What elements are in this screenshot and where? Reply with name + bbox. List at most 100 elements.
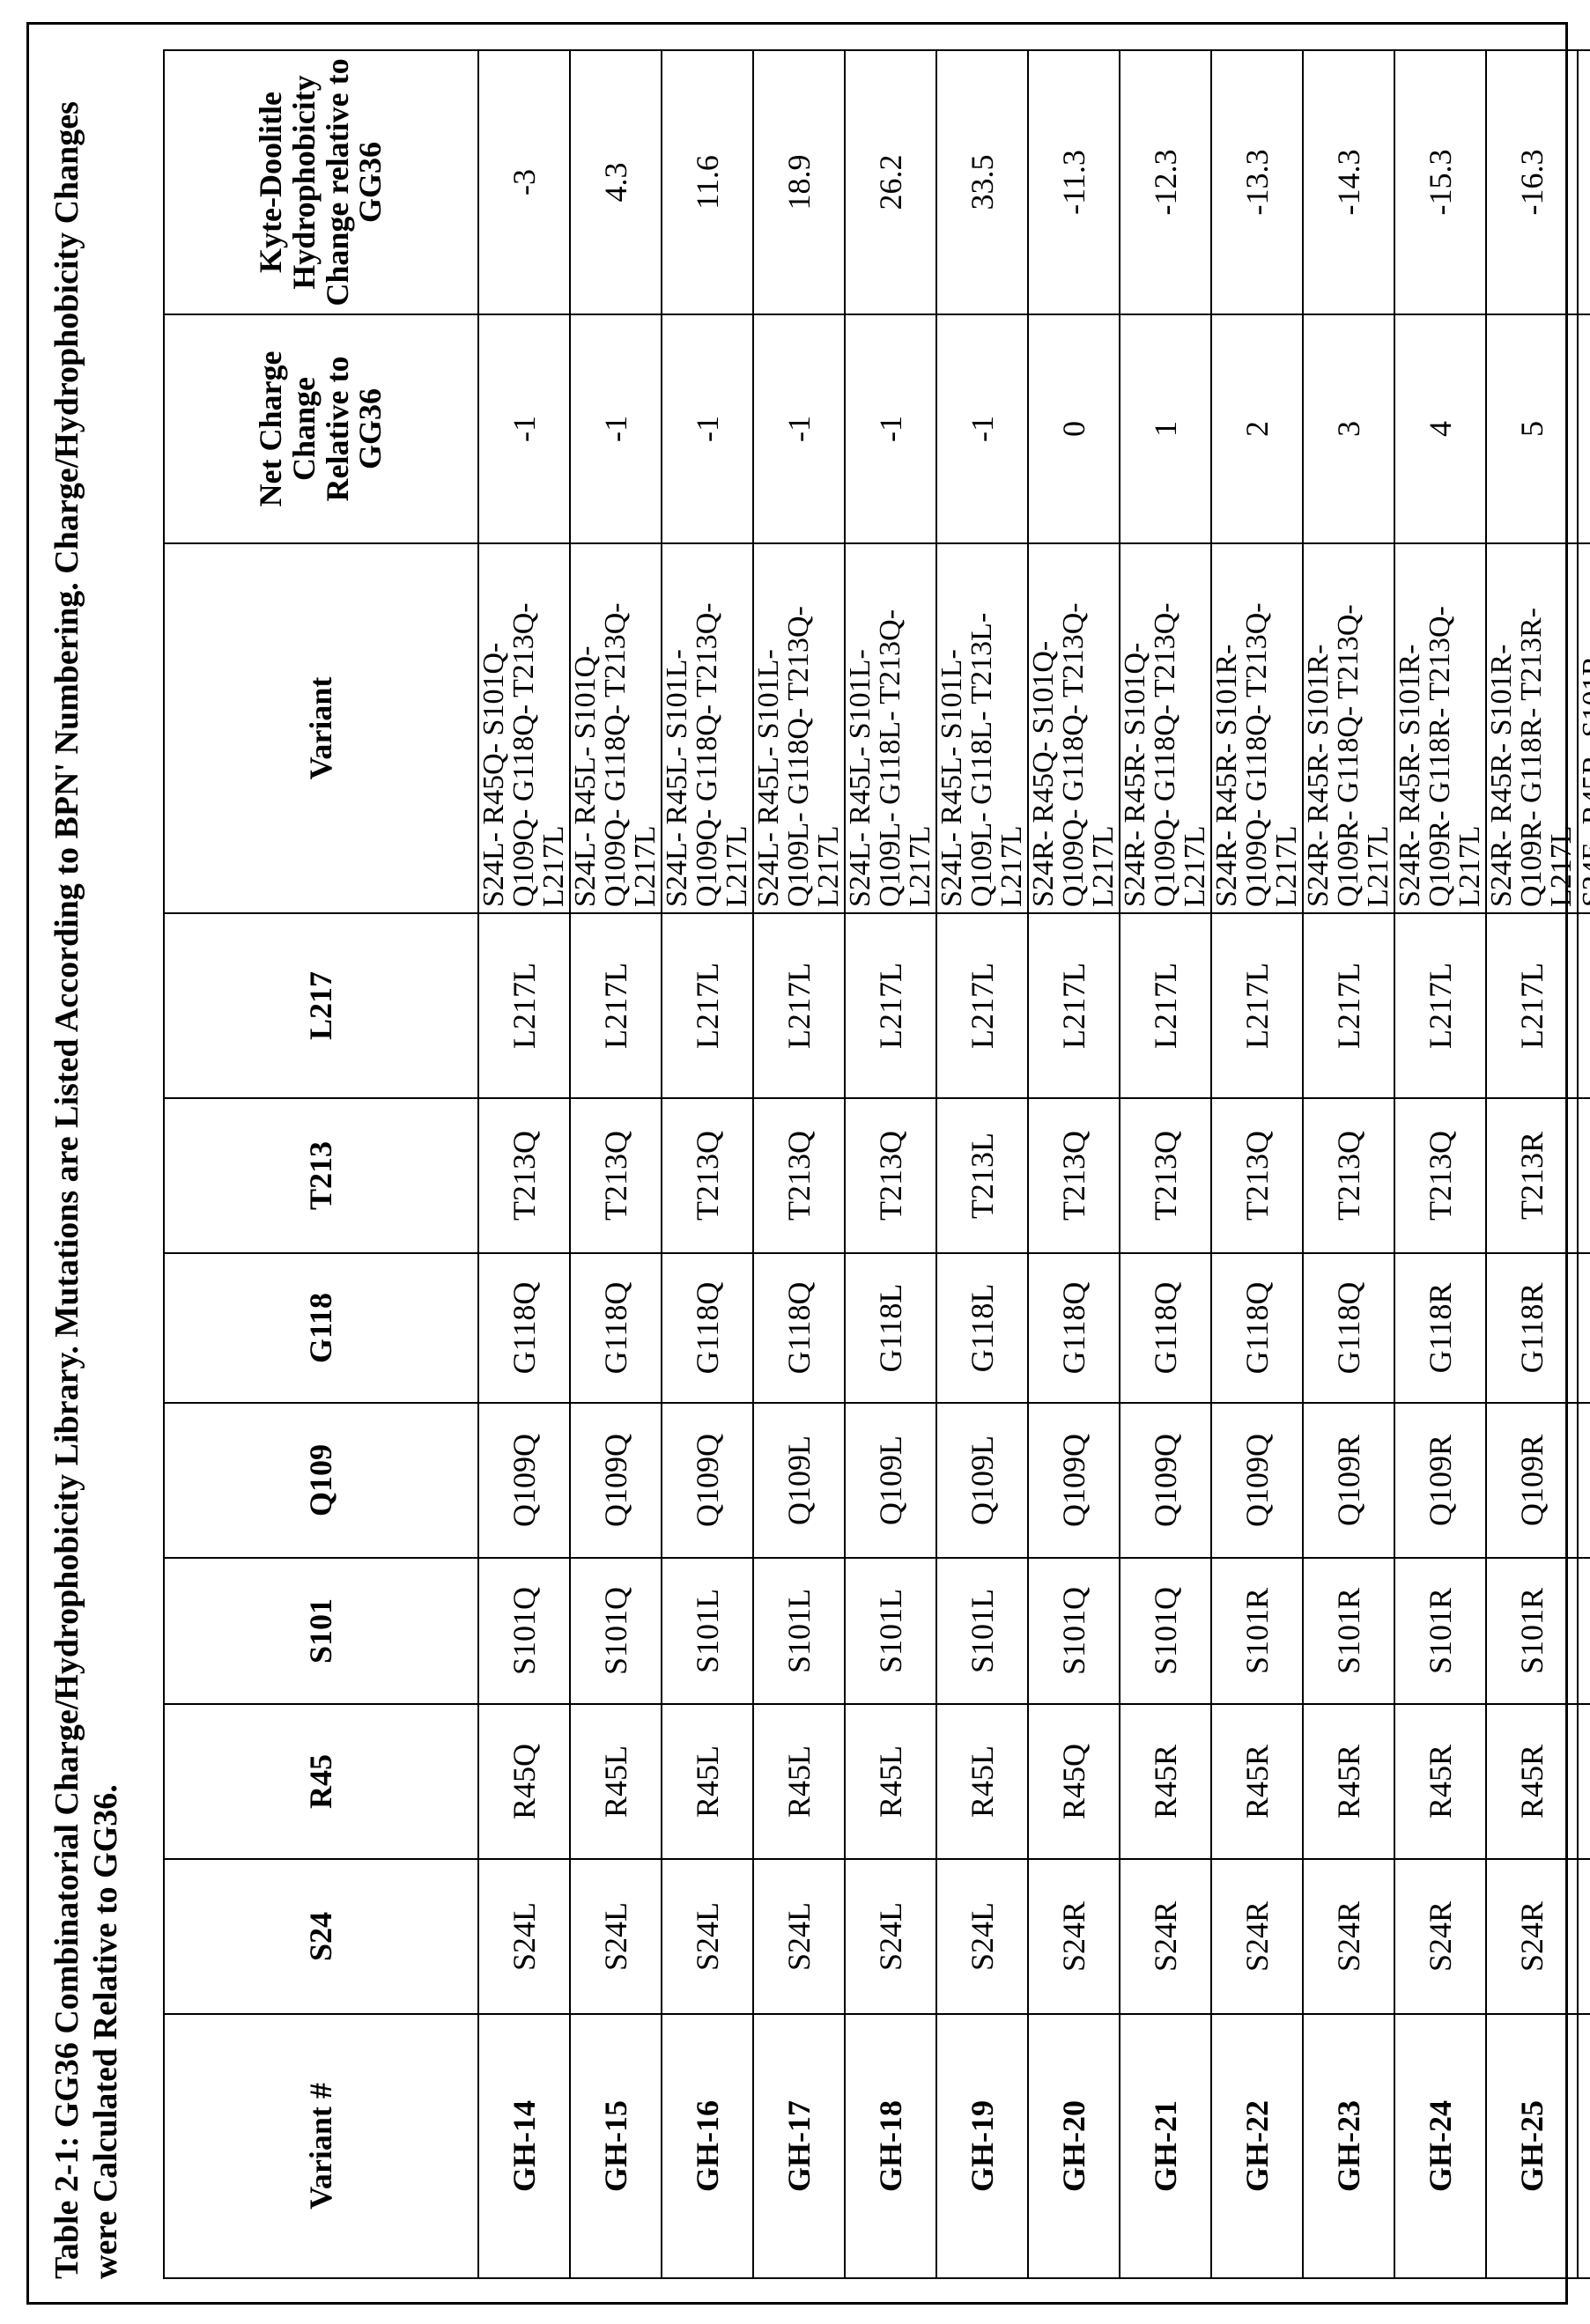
table-cell: L217L — [753, 913, 845, 1098]
table-cell: S24R — [1028, 1859, 1120, 2014]
row-header: GH-20 — [1028, 2014, 1120, 2278]
table-cell: S101R — [1394, 1558, 1486, 1704]
table-cell: L217L — [845, 913, 936, 1098]
column-header: S24 — [164, 1859, 478, 2014]
table-cell: S101L — [845, 1558, 936, 1704]
column-header: Variant — [164, 543, 478, 913]
data-table: Variant #S24R45S101Q109G118T213L217Varia… — [163, 49, 1590, 2279]
column-header: G118 — [164, 1253, 478, 1403]
row-header: GH-23 — [1303, 2014, 1394, 2278]
table-cell: 33.5 — [936, 50, 1028, 314]
table-cell: T213Q — [1303, 1098, 1394, 1253]
table-cell: -1 — [753, 314, 845, 543]
table-cell: L217L — [570, 913, 662, 1098]
table-cell: T213Q — [1394, 1098, 1486, 1253]
table-cell: -14.3 — [1303, 50, 1394, 314]
table-cell: T213Q — [1028, 1098, 1120, 1253]
table-cell: R45L — [662, 1704, 753, 1859]
table-frame: Table 2-1: GG36 Combinatorial Charge/Hyd… — [26, 22, 1568, 2305]
table-cell: S24R- R45Q- S101Q- Q109Q- G118Q- T213Q- … — [1028, 543, 1120, 913]
table-row: GH-14S24LR45QS101QQ109QG118QT213QL217LS2… — [478, 50, 570, 2278]
table-cell: S24L- R45L- S101L- Q109Q- G118Q- T213Q- … — [662, 543, 753, 913]
table-cell: -1 — [936, 314, 1028, 543]
table-cell: 4.3 — [570, 50, 662, 314]
column-header: R45 — [164, 1704, 478, 1859]
table-cell: Q109Q — [1028, 1403, 1120, 1558]
table-body: GH-14S24LR45QS101QQ109QG118QT213QL217LS2… — [478, 50, 1590, 2278]
table-cell: S24L — [936, 1859, 1028, 2014]
table-cell: Q109Q — [1120, 1403, 1211, 1558]
table-row: GH-23S24RR45RS101RQ109RG118QT213QL217LS2… — [1303, 50, 1394, 2278]
table-cell: 1 — [1120, 314, 1211, 543]
table-cell: S24L- R45Q- S101Q- Q109Q- G118Q- T213Q- … — [478, 543, 570, 913]
table-cell: T213R — [1486, 1098, 1578, 1253]
table-cell: S101R — [1578, 1558, 1590, 1704]
header-row: Variant #S24R45S101Q109G118T213L217Varia… — [164, 50, 478, 2278]
table-cell: S24L — [570, 1859, 662, 2014]
row-header: GH-21 — [1120, 2014, 1211, 2278]
row-header: GH-14 — [478, 2014, 570, 2278]
table-cell: R45Q — [478, 1704, 570, 1859]
table-cell: T213Q — [1211, 1098, 1303, 1253]
table-cell: S101R — [1486, 1558, 1578, 1704]
table-cell: 3 — [1578, 314, 1590, 543]
table-cell: 11.6 — [662, 50, 753, 314]
table-cell: S101R — [1211, 1558, 1303, 1704]
table-cell: L217L — [1303, 913, 1394, 1098]
table-cell: L217L — [936, 913, 1028, 1098]
table-cell: S24R — [1120, 1859, 1211, 2014]
row-header: GH-25 — [1486, 2014, 1578, 2278]
table-row: GH-16S24LR45LS101LQ109QG118QT213QL217LS2… — [662, 50, 753, 2278]
table-cell: R45R — [1578, 1704, 1590, 1859]
table-cell: Q109R — [1578, 1403, 1590, 1558]
table-cell: R45R — [1486, 1704, 1578, 1859]
table-cell: G118Q — [570, 1253, 662, 1403]
row-header: GH-24 — [1394, 2014, 1486, 2278]
table-cell: -15.3 — [1578, 50, 1590, 314]
table-cell: S24R- R45R- S101R- Q109R- G118Q- T213Q- … — [1303, 543, 1394, 913]
table-cell: -12.3 — [1120, 50, 1211, 314]
table-cell: S24R- R45R- S101Q- Q109Q- G118Q- T213Q- … — [1120, 543, 1211, 913]
table-title: Table 2-1: GG36 Combinatorial Charge/Hyd… — [48, 48, 154, 2279]
table-cell: G118L — [936, 1253, 1028, 1403]
table-cell: G118Q — [1120, 1253, 1211, 1403]
table-cell: 18.9 — [753, 50, 845, 314]
table-cell: S101Q — [570, 1558, 662, 1704]
table-cell: T213Q — [662, 1098, 753, 1253]
table-cell: S24L- R45L- S101L- Q109L- G118Q- T213Q- … — [753, 543, 845, 913]
table-cell: S24R — [1394, 1859, 1486, 2014]
table-cell: S24R- R45R- S101R- Q109Q- G118Q- T213Q- … — [1211, 543, 1303, 913]
table-cell: 26.2 — [845, 50, 936, 314]
table-cell: L217L — [1211, 913, 1303, 1098]
table-cell: S101Q — [478, 1558, 570, 1704]
table-cell: S101Q — [1028, 1558, 1120, 1704]
table-cell: Q109L — [753, 1403, 845, 1558]
row-header: GH-18 — [845, 2014, 936, 2278]
table-cell: -15.3 — [1394, 50, 1486, 314]
table-cell: G118R — [1486, 1253, 1578, 1403]
table-cell: G118R — [1578, 1253, 1590, 1403]
column-header: Variant # — [164, 2014, 478, 2278]
table-cell: G118Q — [1028, 1253, 1120, 1403]
table-cell: L217L — [1578, 913, 1590, 1098]
table-cell: S24L — [845, 1859, 936, 2014]
column-header: Kyte-Doolitle Hydrophobicity Change rela… — [164, 50, 478, 314]
table-cell: R45L — [936, 1704, 1028, 1859]
table-cell: T213R — [1578, 1098, 1590, 1253]
table-cell: Q109R — [1394, 1403, 1486, 1558]
table-cell: G118Q — [1303, 1253, 1394, 1403]
table-cell: Q109R — [1303, 1403, 1394, 1558]
table-cell: -11.3 — [1028, 50, 1120, 314]
table-cell: -13.3 — [1211, 50, 1303, 314]
table-cell: 0 — [1028, 314, 1120, 543]
table-cell: G118Q — [753, 1253, 845, 1403]
table-cell: R45R — [1303, 1704, 1394, 1859]
table-row: GH-21S24RR45RS101QQ109QG118QT213QL217LS2… — [1120, 50, 1211, 2278]
table-cell: S24R — [1303, 1859, 1394, 2014]
table-cell: G118R — [1394, 1253, 1486, 1403]
row-header: GH-15 — [570, 2014, 662, 2278]
table-cell: Q109Q — [478, 1403, 570, 1558]
table-cell: -16.3 — [1486, 50, 1578, 314]
table-cell: R45R — [1394, 1704, 1486, 1859]
